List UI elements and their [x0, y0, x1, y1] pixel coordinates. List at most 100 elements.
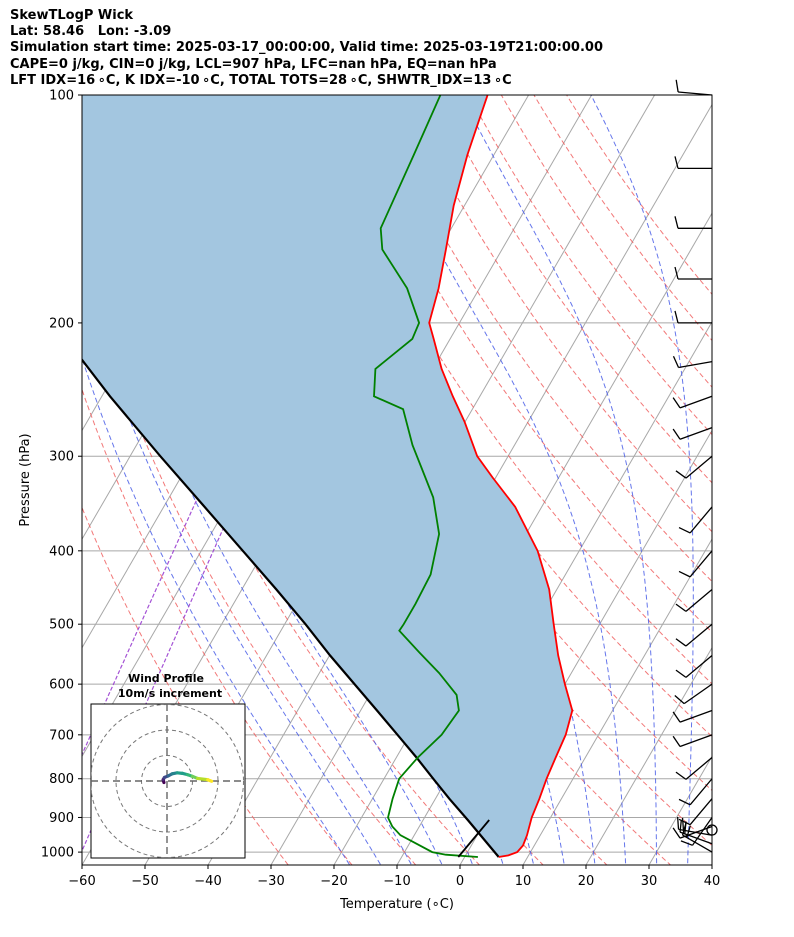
x-tick-label: −50 [131, 874, 158, 889]
isotherm [711, 864, 712, 865]
stability-line: CAPE=0 j/kg, CIN=0 j/kg, LCL=907 hPa, LF… [10, 56, 497, 72]
wind-barb [675, 623, 713, 647]
barb-staff [691, 817, 713, 846]
calm-wind-circle [706, 824, 718, 836]
barb-feather [675, 771, 687, 780]
dry-adiabat [402, 95, 712, 533]
barb-feather [676, 816, 680, 830]
barb-staff [679, 395, 713, 409]
y-tick-label: 600 [49, 678, 74, 693]
y-tick-label: 100 [49, 89, 74, 104]
wind-barb [680, 817, 713, 846]
wind-barb [674, 683, 713, 705]
wind-barb [672, 709, 713, 723]
barb-feather [672, 428, 681, 440]
dry-adiabat [337, 95, 712, 633]
barb-feather [674, 156, 679, 169]
barb-feather [681, 817, 685, 831]
dry-adiabat [566, 95, 712, 295]
hodograph-inset: Wind Profile 10m/s increment [90, 672, 246, 859]
barb-feather [675, 638, 687, 647]
wind-barb [678, 550, 713, 578]
x-tick-label: 30 [641, 874, 658, 889]
isotherm [585, 646, 712, 865]
x-tick-label: −60 [68, 874, 95, 889]
wind-barb [675, 655, 713, 678]
location-line: Lat: 58.46 Lon: -3.09 [10, 24, 172, 40]
x-tick-label: 0 [456, 874, 464, 889]
barb-feather [675, 603, 687, 612]
barb-feather [678, 818, 691, 826]
dry-adiabat [82, 506, 289, 865]
barb-staff [678, 360, 713, 369]
wind-barb [678, 778, 713, 806]
temperature-line [428, 95, 574, 858]
isotherm [522, 538, 712, 865]
x-tick-label: −20 [320, 874, 347, 889]
barb-feather [684, 821, 687, 834]
dry-adiabat [82, 116, 481, 865]
dry-adiabat [370, 95, 712, 583]
chart-title: SkewTLogP Wick [10, 8, 134, 23]
barb-staff [679, 427, 713, 440]
barb-feather [674, 266, 679, 280]
x-axis-label: Temperature (∘C) [339, 897, 454, 912]
hodograph-plot [91, 704, 245, 858]
wind-barb [675, 79, 713, 96]
x-tick-label: −40 [194, 874, 221, 889]
barb-staff [685, 655, 713, 678]
barb-feather [675, 470, 687, 479]
isotherm [270, 103, 712, 865]
barb-feather [672, 735, 681, 747]
x-tick-label: 20 [578, 874, 595, 889]
dry-adiabat [468, 95, 712, 436]
x-tick-label: −30 [257, 874, 284, 889]
wind-barb [674, 266, 712, 280]
y-tick-label: 700 [49, 728, 74, 743]
barb-staff [685, 623, 713, 647]
barb-staff [689, 778, 713, 806]
axes: −60 −50 −40 −30 −20 −10 0 10 20 30 40 1000 900 800 700… [41, 89, 720, 890]
wind-barb [674, 216, 712, 229]
wind-barbs [672, 79, 718, 853]
wind-barb [674, 156, 712, 170]
isotherm [648, 755, 712, 865]
hodograph-segment [206, 778, 214, 783]
moist-adiabat [82, 356, 351, 865]
dewpoint-line [373, 95, 478, 858]
y-tick-label: 500 [49, 618, 74, 633]
parcel-path-line [82, 357, 500, 858]
barb-feather [678, 526, 691, 534]
y-tick-label: 1000 [41, 846, 74, 861]
dry-adiabat [304, 95, 712, 685]
barb-staff [679, 831, 713, 845]
wind-barb [672, 427, 713, 440]
barb-staff [682, 834, 713, 853]
hodograph-title: Wind Profile [128, 672, 204, 685]
barb-feather [674, 310, 679, 324]
barb-staff [678, 91, 713, 96]
barb-feather [674, 216, 679, 229]
moist-adiabat [590, 95, 694, 865]
y-tick-label: 900 [49, 811, 74, 826]
chart-header: SkewTLogP Wick Lat: 58.46 Lon: -3.09 Simul… [10, 8, 603, 89]
wind-barb [675, 757, 713, 780]
barb-feather [675, 79, 679, 93]
wind-barb [672, 395, 713, 409]
y-tick-label: 400 [49, 544, 74, 559]
x-tick-label: 40 [704, 874, 721, 889]
hodograph-segment [196, 776, 210, 782]
barb-feather [674, 695, 685, 705]
barb-feather [672, 711, 681, 723]
barb-feather [680, 840, 693, 846]
barb-staff [685, 455, 713, 479]
barb-staff [685, 757, 713, 780]
wind-barb [675, 455, 713, 479]
hodograph-subtitle: 10m/s increment [118, 687, 222, 700]
barb-staff [683, 683, 713, 705]
barb-feather [672, 827, 681, 839]
barb-staff [679, 734, 713, 748]
profile-lines [82, 95, 574, 858]
barb-feather [675, 669, 687, 678]
